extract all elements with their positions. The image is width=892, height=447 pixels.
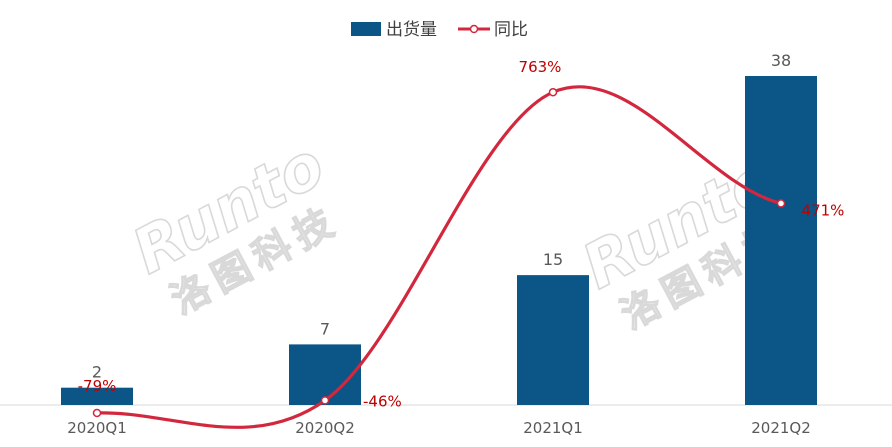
yoy-line-layer [92, 85, 786, 429]
x-tick-label-2020Q1: 2020Q1 [67, 419, 127, 437]
legend-bar-swatch [351, 22, 381, 36]
bar-2021Q2 [745, 76, 817, 405]
legend-line-marker [469, 24, 479, 34]
yoy-label-2021Q2: 471% [802, 201, 845, 219]
x-tick-label-2021Q2: 2021Q2 [751, 419, 811, 437]
bar-2020Q1 [61, 387, 133, 405]
yoy-label-2020Q2: -46% [363, 392, 402, 410]
legend-bar-label: 出货量 [386, 20, 437, 40]
yoy-point-2020Q1 [92, 408, 102, 418]
x-tick-label-2020Q2: 2020Q2 [295, 419, 355, 437]
yoy-label-2021Q1: 763% [519, 58, 562, 76]
yoy-label-2020Q1: -79% [78, 377, 117, 395]
yoy-point-2021Q1 [548, 87, 558, 97]
x-tick-label-2021Q1: 2021Q1 [523, 419, 583, 437]
yoy-point-2020Q2 [320, 396, 330, 405]
legend: 出货量 同比 [351, 20, 528, 40]
watermark-left: Runto 洛图科技 [120, 127, 348, 323]
bar-2020Q2 [289, 344, 361, 405]
yoy-point-2021Q2 [776, 199, 786, 208]
bars [61, 76, 817, 405]
legend-line-label: 同比 [494, 20, 528, 40]
bar-value-label-2021Q1: 15 [543, 250, 563, 269]
yoy-line [95, 85, 783, 429]
bar-value-label-2021Q2: 38 [771, 51, 791, 70]
bar-value-label-2020Q2: 7 [320, 319, 330, 338]
bar-2021Q1 [517, 275, 589, 405]
labels: 2 7 15 38 -79% -46% 763% 471% 2020Q1 2020Q2 2021Q1… [67, 51, 844, 437]
bar-value-label-2020Q1: 2 [92, 363, 102, 382]
